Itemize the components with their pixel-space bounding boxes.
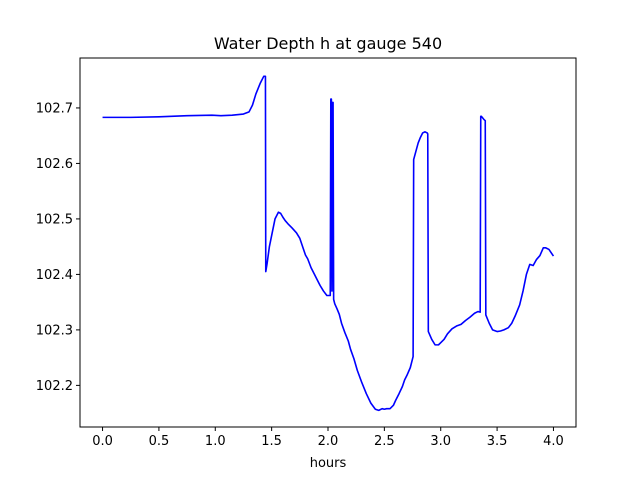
y-tick-label: 102.6 bbox=[36, 157, 73, 172]
x-tick-label: 1.5 bbox=[261, 434, 282, 449]
chart-title: Water Depth h at gauge 540 bbox=[214, 34, 442, 53]
y-tick-label: 102.3 bbox=[36, 323, 73, 338]
x-tick-label: 4.0 bbox=[543, 434, 564, 449]
x-tick-label: 1.0 bbox=[205, 434, 226, 449]
y-tick-label: 102.4 bbox=[36, 268, 73, 283]
plot-frame bbox=[79, 57, 577, 428]
y-tick-label: 102.2 bbox=[36, 379, 73, 394]
x-tick-label: 2.5 bbox=[374, 434, 395, 449]
x-tick-label: 2.0 bbox=[318, 434, 339, 449]
series-line bbox=[102, 75, 555, 412]
plot-area bbox=[102, 75, 555, 412]
y-tick-label: 102.5 bbox=[36, 212, 73, 227]
x-axis: 0.0 0.5 1.0 1.5 2.0 2.5 3.0 3.5 4.0 bbox=[92, 427, 564, 449]
x-axis-label: hours bbox=[310, 456, 347, 471]
x-tick-label: 3.0 bbox=[430, 434, 451, 449]
x-tick-label: 0.0 bbox=[92, 434, 113, 449]
x-tick-label: 0.5 bbox=[149, 434, 170, 449]
x-tick-label: 3.5 bbox=[487, 434, 508, 449]
y-axis: 102.2 102.3 102.4 102.5 102.6 102.7 bbox=[36, 101, 80, 394]
y-tick-label: 102.7 bbox=[36, 101, 73, 116]
